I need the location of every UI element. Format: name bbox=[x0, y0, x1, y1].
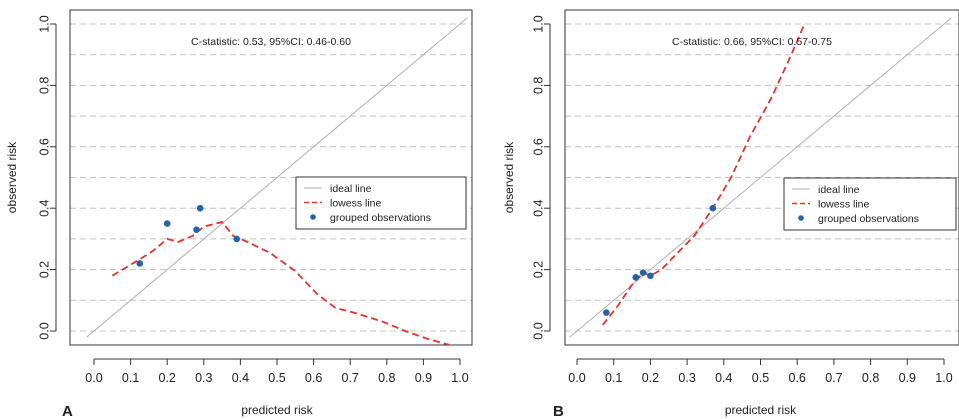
x-tick-label: 0.6 bbox=[789, 371, 806, 385]
plot-area bbox=[569, 17, 952, 338]
panel-label: B bbox=[553, 403, 564, 419]
panel-label: A bbox=[62, 403, 73, 419]
legend-entry: grouped observations bbox=[818, 213, 919, 225]
panel-a: 0.0 0.2 0.4 0.6 0.8 1.0 0.0 0.1 0.2 0.3 0.4 0.5 0.6 0… bbox=[5, 9, 473, 419]
legend: ideal line lowess line grouped observation… bbox=[295, 176, 467, 230]
x-tick-label: 0.2 bbox=[642, 371, 659, 385]
y-tick-label: 0.8 bbox=[531, 77, 545, 94]
panel-b: 0.0 0.2 0.4 0.6 0.8 1.0 0.0 0.1 0.2 0.3 0.4 0.5 0.6 0… bbox=[502, 9, 959, 419]
y-tick-label: 0.4 bbox=[531, 199, 545, 216]
grouped-observation-point bbox=[639, 269, 647, 276]
y-tick-label: 1.0 bbox=[37, 15, 51, 32]
y-tick-label: 0.6 bbox=[37, 138, 51, 155]
legend-key-points bbox=[798, 215, 804, 221]
y-tick-label: 0.4 bbox=[37, 199, 51, 216]
legend-key-points bbox=[310, 214, 316, 220]
x-tick-label: 0.5 bbox=[752, 371, 769, 385]
x-axis-label: predicted risk bbox=[725, 403, 797, 417]
x-tick-label: 0.7 bbox=[342, 371, 359, 385]
y-tick-label: 0.2 bbox=[531, 261, 545, 278]
x-tick-label: 0.9 bbox=[415, 371, 432, 385]
x-tick-label: 0.4 bbox=[715, 371, 732, 385]
y-tick-label: 0.0 bbox=[37, 322, 51, 339]
grouped-observation-point bbox=[647, 272, 654, 280]
lowess-line bbox=[601, 23, 806, 326]
y-tick-label: 0.8 bbox=[37, 77, 51, 94]
grouped-observation-point bbox=[193, 226, 200, 233]
y-tick-label: 1.0 bbox=[531, 15, 545, 32]
y-tick-label: 0.6 bbox=[531, 138, 545, 155]
x-tick-label: 0.1 bbox=[122, 371, 139, 385]
x-tick-label: 0.3 bbox=[195, 371, 212, 385]
legend-entry: ideal line bbox=[330, 183, 372, 195]
legend: ideal line lowess line grouped observation… bbox=[783, 177, 957, 231]
legend-entry: lowess line bbox=[330, 198, 382, 210]
legend-entry: lowess line bbox=[818, 199, 870, 211]
x-tick-label: 0.3 bbox=[678, 371, 695, 385]
x-tick-label: 0.0 bbox=[85, 371, 102, 385]
y-axis-label: observed risk bbox=[502, 141, 516, 213]
plot-frame bbox=[69, 9, 473, 346]
grouped-observation-point bbox=[709, 204, 717, 212]
x-tick-label: 0.8 bbox=[378, 371, 395, 385]
grouped-observation-point bbox=[603, 309, 610, 316]
legend-entry: grouped observations bbox=[330, 212, 431, 224]
grouped-observation-point bbox=[632, 273, 640, 281]
x-tick-label: 0.0 bbox=[568, 371, 585, 385]
x-tick-label: 1.0 bbox=[935, 371, 952, 385]
grouped-observation-point bbox=[196, 204, 204, 212]
x-tick-label: 0.9 bbox=[899, 371, 916, 385]
x-tick-label: 0.4 bbox=[232, 371, 249, 385]
y-tick-label: 0.0 bbox=[531, 322, 545, 339]
plot-frame bbox=[564, 9, 959, 346]
grouped-observation-point bbox=[163, 220, 171, 227]
x-tick-label: 1.0 bbox=[451, 371, 468, 385]
lowess-line bbox=[111, 220, 450, 345]
x-tick-label: 0.7 bbox=[825, 371, 842, 385]
plot-area bbox=[86, 17, 468, 345]
ideal-line bbox=[569, 17, 952, 338]
c-statistic-annotation: C-statistic: 0.53, 95%CI: 0.46-0.60 bbox=[191, 36, 351, 48]
x-tick-label: 0.2 bbox=[159, 371, 176, 385]
y-tick-label: 0.2 bbox=[37, 261, 51, 278]
x-tick-label: 0.6 bbox=[305, 371, 322, 385]
x-tick-label: 0.5 bbox=[268, 371, 285, 385]
legend-box bbox=[783, 177, 957, 231]
grouped-observation-point bbox=[233, 235, 241, 243]
x-tick-label: 0.8 bbox=[862, 371, 879, 385]
c-statistic-annotation: C-statistic: 0.66, 95%CI: 0.57-0.75 bbox=[672, 36, 832, 48]
legend-entry: ideal line bbox=[818, 184, 860, 196]
ideal-line bbox=[86, 17, 468, 338]
x-tick-label: 0.1 bbox=[605, 371, 622, 385]
x-axis-label: predicted risk bbox=[241, 403, 313, 417]
y-axis-label: observed risk bbox=[5, 141, 19, 213]
legend-box bbox=[295, 176, 467, 230]
grouped-observation-point bbox=[136, 260, 144, 267]
